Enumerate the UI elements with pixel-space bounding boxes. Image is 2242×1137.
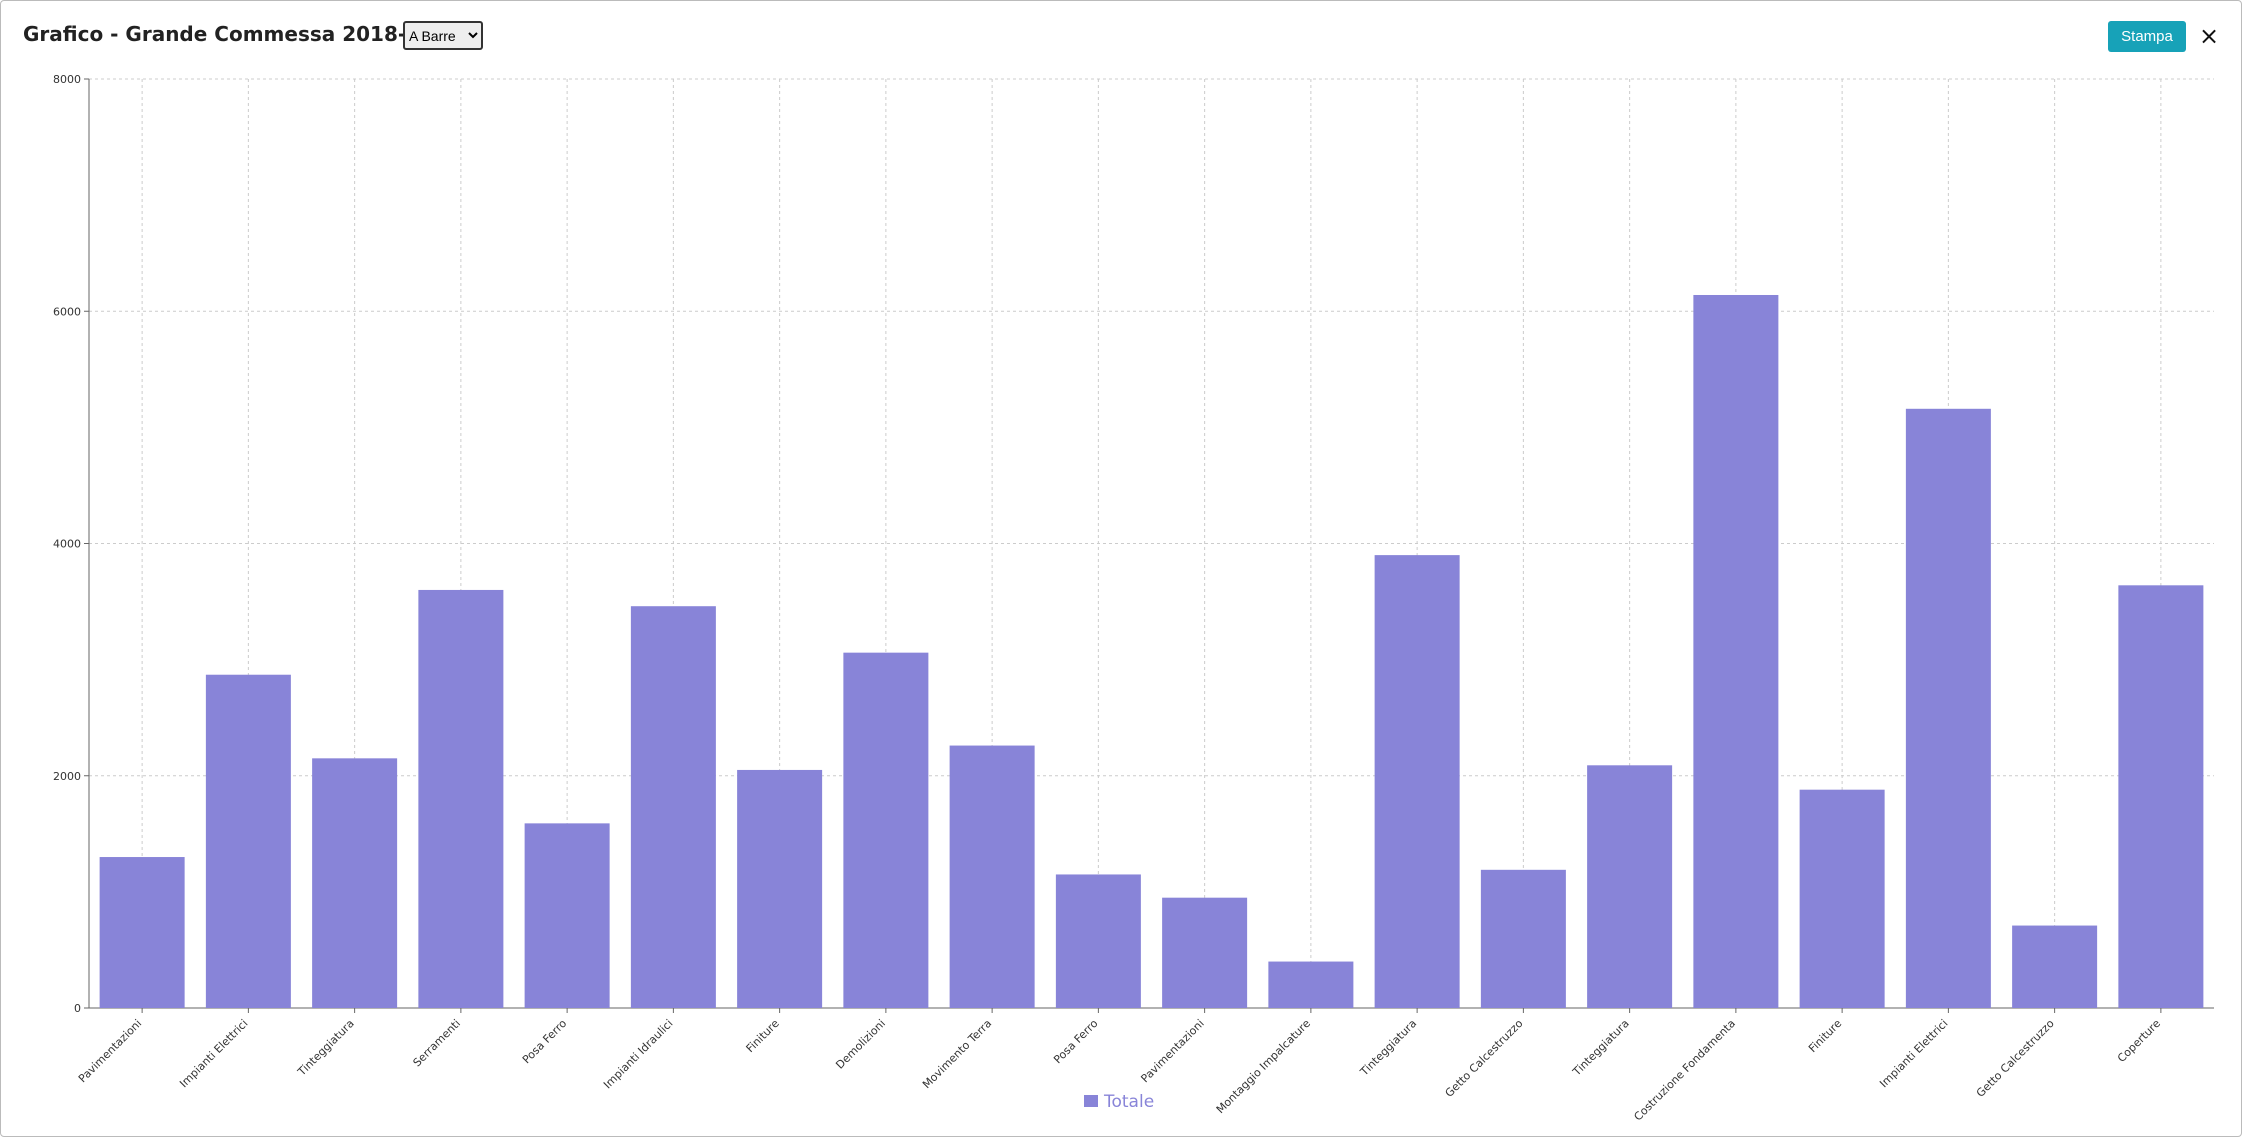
bar — [737, 769, 823, 1008]
close-button[interactable]: × — [2199, 22, 2220, 50]
bar — [2118, 585, 2204, 1008]
x-tick-label: Impianti Idraulici — [601, 1017, 675, 1091]
x-tick-label: Finiture — [744, 1017, 782, 1055]
bar — [312, 758, 398, 1008]
bar — [1480, 869, 1566, 1008]
bar — [1374, 555, 1460, 1008]
bar — [524, 823, 610, 1008]
x-tick-label: Impianti Elettrici — [1877, 1017, 1950, 1090]
y-tick-label: 4000 — [53, 538, 81, 551]
bar — [1055, 874, 1141, 1008]
bar — [1587, 765, 1673, 1008]
legend-swatch — [1084, 1095, 1098, 1107]
x-tick-label: Tinteggiatura — [1357, 1017, 1419, 1079]
bar — [1268, 961, 1354, 1008]
bar — [1693, 294, 1779, 1008]
bar — [843, 652, 929, 1008]
print-button[interactable]: Stampa — [2108, 21, 2186, 52]
y-tick-label: 6000 — [53, 305, 81, 318]
x-tick-label: Posa Ferro — [520, 1017, 570, 1067]
y-tick-label: 8000 — [53, 73, 81, 86]
bar — [630, 606, 716, 1008]
x-tick-label: Pavimentazioni — [1138, 1017, 1206, 1085]
legend-label: Totale — [1103, 1092, 1154, 1112]
bar — [418, 589, 504, 1008]
x-tick-label: Demolizioni — [833, 1017, 888, 1072]
x-tick-label: Serramenti — [411, 1017, 463, 1069]
x-tick-label: Posa Ferro — [1051, 1017, 1101, 1067]
x-tick-label: Getto Calcestruzzo — [1974, 1017, 2057, 1100]
y-tick-label: 2000 — [53, 770, 81, 783]
x-tick-label: Movimento Terra — [920, 1017, 994, 1091]
y-tick-label: 0 — [74, 1002, 81, 1015]
bar — [1905, 408, 1991, 1008]
chart-type-select[interactable]: A Barre — [403, 21, 483, 50]
bar — [2012, 925, 2098, 1008]
x-tick-label: Montaggio Impalcature — [1214, 1017, 1313, 1116]
bar — [99, 857, 185, 1008]
bar — [1799, 789, 1885, 1008]
x-tick-label: Coperture — [2115, 1017, 2163, 1065]
modal-title: Grafico - Grande Commessa 2018-2028 — [23, 22, 462, 46]
x-tick-label: Tinteggiatura — [1570, 1017, 1632, 1079]
x-tick-label: Finiture — [1806, 1017, 1844, 1055]
bar — [949, 745, 1035, 1008]
x-tick-label: Tinteggiatura — [295, 1017, 357, 1079]
x-tick-label: Costruzione Fondamenta — [1631, 1017, 1738, 1124]
x-tick-label: Pavimentazioni — [76, 1017, 144, 1085]
x-tick-label: Impianti Elettrici — [177, 1017, 250, 1090]
bar — [205, 674, 291, 1008]
bar — [1162, 897, 1248, 1008]
x-tick-label: Getto Calcestruzzo — [1443, 1017, 1526, 1100]
